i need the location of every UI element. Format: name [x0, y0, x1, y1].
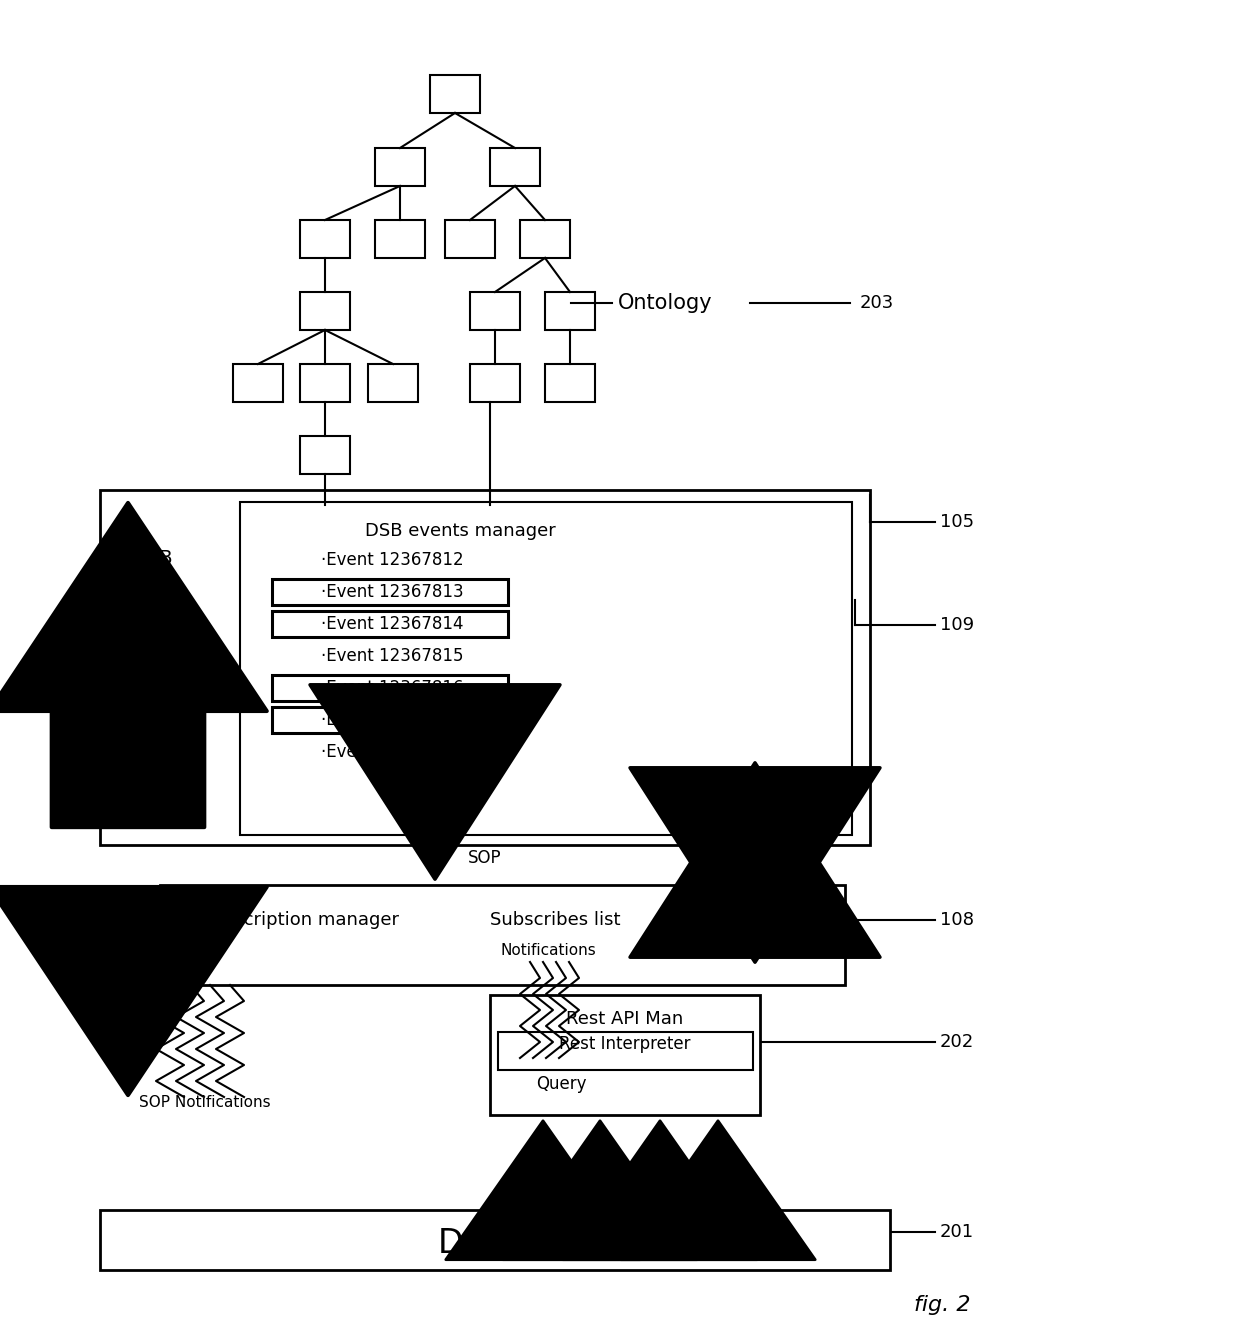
- Bar: [233, 364, 283, 402]
- Text: DSB
Core: DSB Core: [129, 550, 175, 591]
- Text: 109: 109: [940, 616, 975, 634]
- Text: SOP: SOP: [775, 800, 808, 817]
- Bar: [241, 501, 852, 836]
- Text: ·Event 12367814: ·Event 12367814: [321, 615, 464, 632]
- Bar: [300, 291, 350, 330]
- Bar: [490, 148, 539, 186]
- Bar: [546, 364, 595, 402]
- Bar: [430, 75, 480, 114]
- Bar: [374, 221, 425, 258]
- Text: 105: 105: [940, 513, 975, 531]
- Text: DSB events manager: DSB events manager: [365, 521, 556, 540]
- Text: ·Event 12367817: ·Event 12367817: [321, 711, 464, 729]
- Text: 202: 202: [940, 1034, 975, 1051]
- Bar: [300, 364, 350, 402]
- Text: Rest Interpreter: Rest Interpreter: [559, 1035, 691, 1054]
- Text: fig. 2: fig. 2: [914, 1296, 970, 1316]
- Bar: [470, 291, 520, 330]
- Bar: [368, 364, 418, 402]
- Text: 108: 108: [940, 910, 973, 929]
- Bar: [520, 221, 570, 258]
- Text: post: post: [644, 1173, 677, 1189]
- Text: ...: ...: [709, 1169, 727, 1186]
- Text: Query: Query: [536, 1075, 587, 1094]
- Bar: [374, 148, 425, 186]
- Text: Subscription manager: Subscription manager: [201, 910, 399, 929]
- Text: 201: 201: [940, 1223, 975, 1241]
- Bar: [546, 291, 595, 330]
- Bar: [100, 1210, 890, 1270]
- Text: Subscribes list: Subscribes list: [490, 910, 620, 929]
- Text: REST API: REST API: [573, 1189, 647, 1206]
- Bar: [300, 221, 350, 258]
- Bar: [100, 489, 870, 845]
- Text: ·Event 12367818: ·Event 12367818: [321, 743, 464, 761]
- Bar: [498, 1032, 753, 1070]
- Text: Notifications: Notifications: [500, 943, 595, 959]
- Text: 203: 203: [861, 294, 894, 312]
- Text: ·Event 12367813: ·Event 12367813: [321, 583, 464, 602]
- Text: Device: Device: [438, 1227, 552, 1259]
- Text: ·Event 12367815: ·Event 12367815: [321, 647, 464, 664]
- Text: SOP: SOP: [467, 849, 502, 866]
- Bar: [272, 675, 508, 701]
- Text: put: put: [588, 1173, 613, 1189]
- Bar: [272, 707, 508, 733]
- Text: ·Event 12367812: ·Event 12367812: [321, 551, 464, 570]
- Bar: [490, 995, 760, 1115]
- Text: ·Event 12367816: ·Event 12367816: [321, 679, 464, 697]
- Bar: [272, 611, 508, 636]
- Text: Rest API Man: Rest API Man: [567, 1009, 683, 1028]
- Text: get: get: [531, 1173, 556, 1189]
- Bar: [272, 579, 508, 606]
- Bar: [300, 436, 350, 475]
- Text: SOP: SOP: [71, 690, 109, 710]
- Bar: [470, 364, 520, 402]
- Bar: [160, 885, 844, 985]
- Text: SOP Notifications: SOP Notifications: [139, 1095, 270, 1110]
- Text: Ontology: Ontology: [618, 293, 713, 313]
- Bar: [445, 221, 495, 258]
